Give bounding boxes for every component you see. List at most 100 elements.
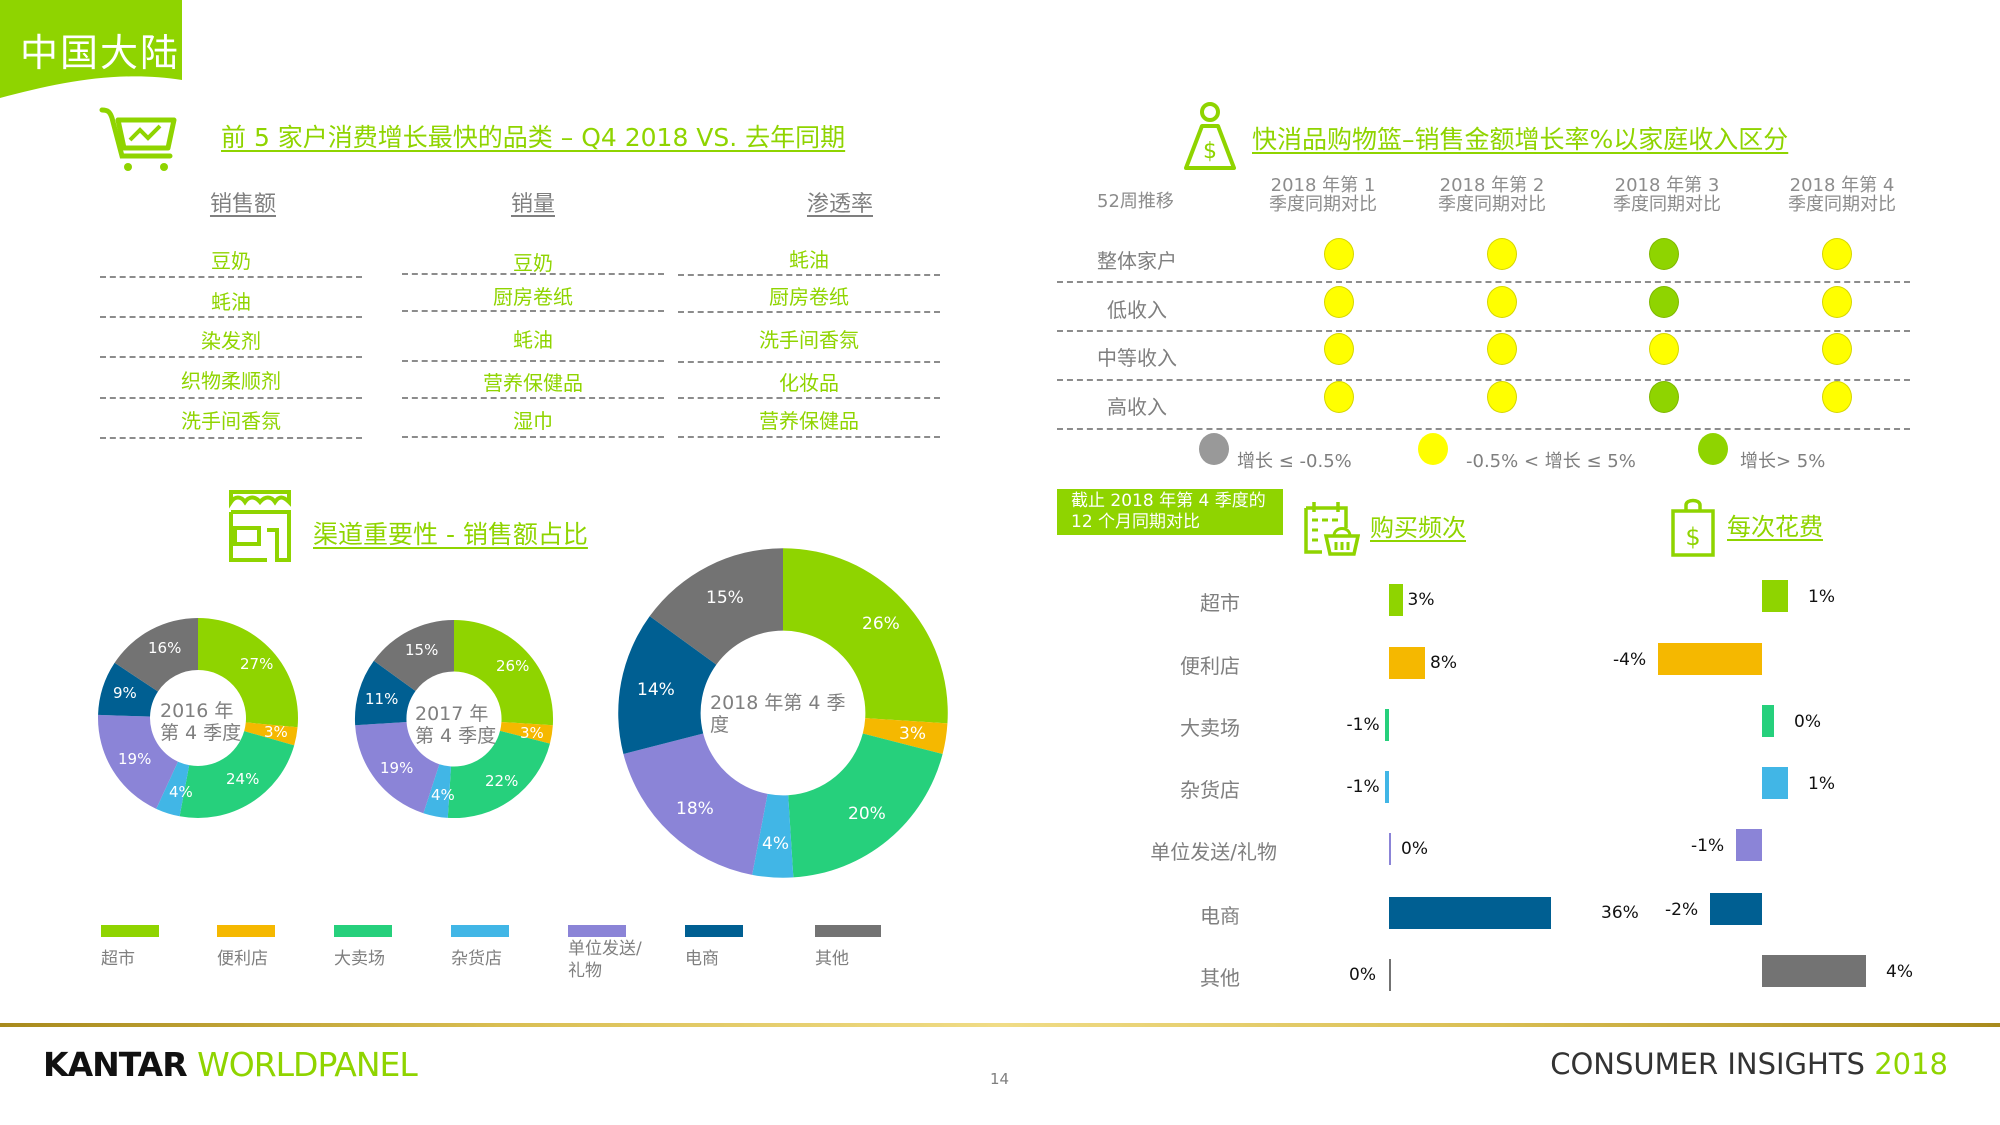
donut-label: 3% [520,724,544,742]
income-row-label: 中等收入 [1097,346,1177,370]
spend-value: 4% [1886,962,1913,982]
donut-label: 4% [431,786,455,804]
donut-slice [114,618,198,692]
consumer-insights-label: CONSUMER INSIGHTS 2018 [1550,1047,1948,1081]
frequency-value: 0% [1401,839,1428,859]
growth-status-dot [1324,333,1354,365]
divider [100,397,362,399]
channel-row-label: 超市 [1200,591,1240,615]
frequency-bar [1389,647,1425,679]
channel-row-label: 杂货店 [1180,778,1240,802]
calendar-basket-icon [1304,502,1360,556]
divider [678,311,940,313]
spend-value: -2% [1665,900,1699,920]
growth-status-dot [1487,286,1517,318]
legend-swatch-supermarket [101,925,159,937]
legend-swatch-gifts [568,925,626,937]
divider [100,316,362,318]
growth-status-dot [1487,381,1517,413]
divider [100,276,362,278]
donut-slice [98,714,178,809]
donut-label: 15% [706,588,744,608]
donut-slice [98,662,158,717]
growth-status-dot [1822,238,1852,270]
divider [678,436,940,438]
growth-status-dot [1649,286,1679,318]
frequency-value: 3% [1407,590,1435,610]
frequency-bar [1389,833,1391,865]
donut-label: 18% [676,799,714,819]
svg-text:$: $ [1685,523,1700,551]
column-header-sales-value: 销售额 [209,192,276,217]
category-item: 湿巾 [513,409,553,433]
channel-row-label: 其他 [1200,966,1240,990]
category-item: 厨房卷纸 [769,285,849,309]
category-item: 洗手间香氛 [759,328,859,352]
growth-status-dot [1324,286,1354,318]
top-categories-title: 前 5 家户消费增长最快的品类 – Q4 2018 VS. 去年同期 [221,123,846,152]
donut-label: 27% [240,655,274,673]
period-corner-label: 52周推移 [1097,191,1174,212]
quarter-header-q4: 2018 年第 4 季度同期对比 [1788,175,1896,215]
donut-label: 19% [118,750,152,768]
donut-label: 20% [848,804,886,824]
growth-status-dot [1487,333,1517,365]
donut-slice [244,722,298,746]
kantar-worldpanel-logo: KANTAR WORLDPANEL [43,1045,418,1084]
donut-slice [500,721,553,744]
quarter-header-q1: 2018 年第 1 季度同期对比 [1269,175,1377,215]
donut-label: 15% [405,641,439,659]
legend-label-mid: -0.5% < 增长 ≤ 5% [1466,451,1636,472]
donut-label: 3% [899,724,926,744]
frequency-value: -1% [1346,777,1380,797]
spend-bar [1762,767,1788,799]
spend-bar [1736,829,1762,861]
divider [678,397,940,399]
donut-label: 4% [762,834,789,854]
channel-row-label: 单位发送/礼物 [1150,840,1277,864]
divider [402,310,664,312]
category-item: 豆奶 [211,249,251,273]
donut-label: 22% [485,772,519,790]
donut-label: 16% [148,639,182,657]
legend-label: 电商 [685,949,719,969]
donut-label: 26% [496,657,530,675]
donut-label: 19% [380,759,414,777]
growth-status-dot [1649,381,1679,413]
category-item: 厨房卷纸 [493,285,573,309]
income-row-label: 低收入 [1107,298,1167,322]
category-item: 化妆品 [779,371,839,395]
quarter-header-q2: 2018 年第 2 季度同期对比 [1438,175,1546,215]
divider [402,397,664,399]
donut-label: 4% [169,783,193,801]
donut-slice [355,721,440,814]
frequency-value: -1% [1346,715,1380,735]
category-item: 蚝油 [513,328,553,352]
divider [402,360,664,362]
category-item: 蚝油 [211,290,251,314]
spend-value: -1% [1691,836,1725,856]
legend-label: 超市 [101,949,135,969]
frequency-value: 8% [1430,653,1457,673]
donut-center-label: 2017 年第 4 季度 [415,703,497,747]
growth-status-dot [1649,238,1679,270]
category-item: 洗手间香氛 [181,409,281,433]
divider [1057,428,1910,430]
legend-dot-low [1199,433,1229,465]
donut-label: 24% [226,770,260,788]
frequency-value: 36% [1601,903,1639,923]
spend-bar [1762,955,1866,987]
legend-label: 单位发送/礼物 [568,939,642,981]
storefront-icon [229,490,291,562]
frequency-bar [1384,771,1389,803]
category-item: 蚝油 [789,248,829,272]
category-item: 营养保健品 [759,409,859,433]
donut-slice [788,733,943,878]
growth-status-dot [1324,381,1354,413]
donut-slice [454,619,554,726]
divider [402,436,664,438]
region-tag: 中国大陆 [20,31,181,75]
footer-divider [0,1023,2000,1027]
donut-slice [862,718,948,754]
donut-center-label: 2016 年第 4 季度 [160,700,242,744]
